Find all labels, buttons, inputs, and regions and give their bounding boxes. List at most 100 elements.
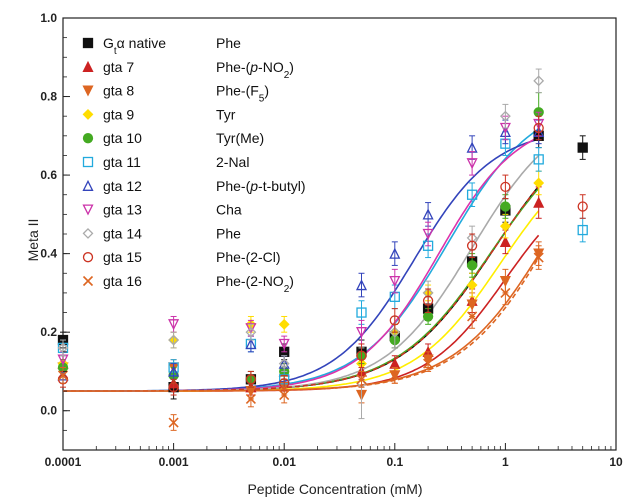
data-point bbox=[57, 342, 69, 354]
legend-text-part: Tyr bbox=[216, 106, 236, 122]
data-point bbox=[278, 338, 290, 350]
legend-series-name: gta 9 bbox=[103, 106, 134, 122]
x-tick-label: 0.1 bbox=[386, 455, 403, 469]
legend-text-part: gta 14 bbox=[103, 225, 142, 241]
data-point bbox=[82, 60, 94, 72]
legend-series-name: gta 10 bbox=[103, 130, 142, 146]
legend-series-name: gta 11 bbox=[103, 154, 141, 170]
data-point bbox=[278, 358, 290, 370]
y-tick-label: 0.8 bbox=[40, 90, 57, 104]
data-point bbox=[245, 338, 257, 350]
data-point bbox=[279, 389, 290, 401]
data-point bbox=[245, 323, 257, 335]
data-point bbox=[168, 365, 180, 377]
data-point bbox=[82, 85, 94, 97]
legend-series-name: gta 14 bbox=[103, 225, 142, 241]
data-point bbox=[533, 154, 544, 165]
x-axis-ticks: 0.0001 0.001 0.01 0.1 1 10 bbox=[45, 443, 623, 469]
fit-curves bbox=[62, 128, 540, 392]
data-point bbox=[57, 370, 69, 381]
legend-series-residue: Phe bbox=[216, 35, 241, 51]
legend-series-name: gta 8 bbox=[103, 83, 134, 99]
x-tick-label: 0.001 bbox=[159, 455, 189, 469]
data-point bbox=[168, 417, 179, 428]
data-point bbox=[499, 220, 511, 232]
legend-text-part: Tyr(Me) bbox=[216, 130, 264, 146]
y-tick-label: 0.6 bbox=[40, 168, 57, 182]
legend-text-part: α bbox=[117, 35, 125, 51]
data-point bbox=[500, 201, 511, 212]
data-point bbox=[466, 240, 478, 251]
data-point bbox=[82, 252, 94, 263]
data-point bbox=[82, 179, 94, 191]
data-point bbox=[577, 142, 588, 153]
data-point bbox=[82, 275, 94, 287]
data-point bbox=[82, 156, 94, 168]
data-point bbox=[466, 158, 478, 170]
legend-series-residue: Tyr(Me) bbox=[216, 130, 264, 146]
data-point bbox=[356, 307, 367, 318]
data-points bbox=[57, 68, 588, 431]
legend-series-name: Gtα native bbox=[103, 35, 166, 57]
data-point bbox=[389, 326, 401, 338]
data-point bbox=[533, 122, 544, 134]
legend-text-part: - bbox=[258, 59, 263, 75]
data-point bbox=[82, 37, 94, 49]
data-point bbox=[467, 311, 478, 322]
data-point bbox=[389, 315, 400, 326]
data-point bbox=[278, 318, 290, 330]
legend-text-part: gta 9 bbox=[103, 106, 134, 122]
data-point bbox=[168, 319, 180, 331]
data-point bbox=[533, 75, 545, 87]
x-tick-label: 0.01 bbox=[273, 455, 297, 469]
legend-text-part: gta 15 bbox=[103, 249, 142, 265]
data-point bbox=[355, 279, 368, 291]
legend-series-name: gta 15 bbox=[103, 249, 142, 265]
legend-text-part: NO bbox=[263, 59, 284, 75]
legend-text-part: gta 13 bbox=[103, 202, 142, 218]
data-point bbox=[245, 326, 257, 338]
y-tick-label: 0.4 bbox=[40, 247, 57, 261]
data-point bbox=[168, 334, 180, 346]
data-point bbox=[577, 201, 588, 212]
legend-text-part: 5 bbox=[259, 93, 265, 104]
data-point bbox=[168, 382, 179, 393]
legend-text-part: Phe-( bbox=[216, 178, 251, 194]
legend-text-part: NO bbox=[263, 273, 284, 289]
legend-text-part: Cha bbox=[216, 202, 242, 218]
legend-text-part: gta 8 bbox=[103, 83, 134, 99]
data-point bbox=[245, 393, 256, 405]
x-tick-label: 1 bbox=[502, 455, 509, 469]
data-point bbox=[422, 295, 434, 306]
legend-series-residue: Phe-(2-NO2) bbox=[216, 273, 294, 295]
legend-series-name: gta 12 bbox=[103, 178, 142, 194]
legend-text-part: gta 11 bbox=[103, 154, 141, 170]
legend-text-part: gta 7 bbox=[103, 59, 134, 75]
legend-text-part: gta 16 bbox=[103, 273, 142, 289]
legend-series-residue: Phe-(p-NO2) bbox=[216, 59, 294, 81]
y-axis-ticks: 0.0 0.2 0.4 0.6 0.8 1.0 bbox=[40, 11, 70, 451]
data-point bbox=[533, 252, 544, 263]
legend-text-part: F bbox=[250, 83, 259, 99]
data-point bbox=[82, 227, 94, 239]
x-tick-label: 10 bbox=[609, 455, 623, 469]
legend-text-part: t-butyl) bbox=[263, 178, 306, 194]
data-point bbox=[422, 228, 434, 240]
legend-text-part: ) bbox=[289, 59, 294, 75]
legend-text-part: Phe bbox=[216, 35, 241, 51]
x-tick-label: 0.0001 bbox=[45, 455, 82, 469]
legend-series-name: gta 16 bbox=[103, 273, 142, 289]
data-point bbox=[356, 350, 367, 361]
legend-text-part: Phe-( bbox=[216, 59, 251, 75]
y-tick-label: 0.2 bbox=[40, 325, 57, 339]
legend-text-part: 2 bbox=[284, 69, 290, 80]
data-point bbox=[422, 311, 434, 322]
legend-text-part: p bbox=[249, 178, 258, 194]
legend-text-part: Phe-( bbox=[216, 83, 251, 99]
legend-text-part: gta 12 bbox=[103, 178, 142, 194]
y-axis-label: Meta II bbox=[25, 219, 41, 262]
legend-series-residue: Phe bbox=[216, 225, 241, 241]
fit-curve bbox=[63, 254, 540, 392]
legend-series-name: gta 7 bbox=[103, 59, 134, 75]
x-axis-label: Peptide Concentration (mM) bbox=[247, 481, 422, 497]
